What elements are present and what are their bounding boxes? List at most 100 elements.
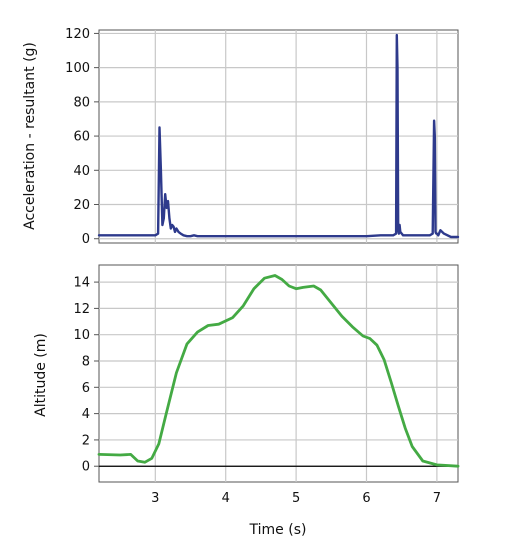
acceleration-data-point <box>440 229 442 231</box>
acceleration-data-point <box>402 235 404 237</box>
altitude-data-point <box>176 372 178 374</box>
acceleration-data-point <box>190 235 192 237</box>
altitude-data-point <box>436 464 438 466</box>
acceleration-data-point <box>169 217 171 219</box>
acceleration-data-point <box>167 200 169 202</box>
altitude-y-tick-label: 4 <box>82 407 90 422</box>
acceleration-data-point <box>164 193 166 195</box>
acceleration-data-point <box>163 217 165 219</box>
acceleration-y-tick-label: 0 <box>82 232 90 247</box>
altitude-data-point <box>158 443 160 445</box>
altitude-data-point <box>253 288 255 290</box>
acceleration-data-point <box>457 236 459 238</box>
acceleration-data-point <box>176 228 178 230</box>
acceleration-data-point <box>331 235 333 237</box>
acceleration-data-point <box>126 235 128 237</box>
acceleration-data-point <box>160 170 162 172</box>
acceleration-data-point <box>140 235 142 237</box>
altitude-data-point <box>137 460 139 462</box>
altitude-data-point <box>295 288 297 290</box>
altitude-y-tick-label: 6 <box>82 381 90 396</box>
altitude-y-tick-label: 12 <box>73 302 90 317</box>
acceleration-data-point <box>432 233 434 235</box>
acceleration-data-point <box>366 235 368 237</box>
acceleration-data-point <box>380 235 382 237</box>
altitude-data-point <box>376 344 378 346</box>
altitude-data-point <box>130 454 132 456</box>
altitude-data-point <box>264 277 266 279</box>
acceleration-data-point <box>392 235 394 237</box>
acceleration-data-point <box>433 120 435 122</box>
altitude-data-point <box>352 326 354 328</box>
altitude-y-tick-label: 8 <box>82 355 90 370</box>
x-tick-label: 7 <box>433 491 441 506</box>
acceleration-y-tick-label: 100 <box>65 61 90 76</box>
acceleration-data-point <box>450 236 452 238</box>
altitude-data-point <box>457 465 459 467</box>
altitude-data-point <box>288 285 290 287</box>
altitude-data-point <box>197 331 199 333</box>
altitude-data-point <box>320 289 322 291</box>
acceleration-data-point <box>166 207 168 209</box>
x-tick-label: 4 <box>222 491 230 506</box>
acceleration-data-point <box>397 229 399 231</box>
altitude-data-point <box>144 462 146 464</box>
altitude-data-point <box>341 316 343 318</box>
acceleration-data-point <box>295 235 297 237</box>
acceleration-data-point <box>112 235 114 237</box>
altitude-data-point <box>281 279 283 281</box>
altitude-data-point <box>119 454 121 456</box>
acceleration-y-tick-label: 80 <box>73 95 90 110</box>
altitude-data-point <box>232 317 234 319</box>
altitude-data-point <box>331 302 333 304</box>
acceleration-data-point <box>197 235 199 237</box>
acceleration-data-point <box>397 67 399 69</box>
acceleration-data-point <box>401 233 403 235</box>
acceleration-data-point <box>434 135 436 137</box>
x-tick-label: 5 <box>292 491 300 506</box>
acceleration-data-point <box>178 231 180 233</box>
altitude-data-point <box>151 458 153 460</box>
x-tick-label: 6 <box>362 491 370 506</box>
altitude-panel: Altitude (m) 3 4 5 6 7 0 2 4 6 8 10 12 14 <box>33 264 460 506</box>
acceleration-data-point <box>396 34 398 36</box>
altitude-series-line <box>97 274 460 468</box>
altitude-data-point <box>362 335 364 337</box>
acceleration-data-point <box>260 235 262 237</box>
altitude-data-point <box>302 287 304 289</box>
x-tick-label: 3 <box>151 491 159 506</box>
acceleration-data-point <box>174 231 176 233</box>
acceleration-data-point <box>415 235 417 237</box>
acceleration-data-point <box>186 235 188 237</box>
altitude-data-point <box>411 446 413 448</box>
altitude-data-point <box>383 359 385 361</box>
acceleration-panel: Acceleration - resultant (g) 0 20 40 60 80 10… <box>22 27 460 247</box>
acceleration-y-tick-label: 40 <box>73 164 90 179</box>
acceleration-y-tick-label: 60 <box>73 130 90 145</box>
altitude-data-point <box>397 405 399 407</box>
acceleration-data-point <box>170 228 172 230</box>
altitude-data-point <box>207 325 209 327</box>
time-x-axis-label: Time (s) <box>249 522 307 538</box>
acceleration-y-tick-label: 120 <box>65 27 90 42</box>
acceleration-data-point <box>395 233 397 235</box>
altitude-data-point <box>390 381 392 383</box>
altitude-data-point <box>243 305 245 307</box>
acceleration-data-point <box>157 233 159 235</box>
acceleration-data-point <box>155 235 157 237</box>
acceleration-data-point <box>183 235 185 237</box>
acceleration-data-point <box>443 233 445 235</box>
altitude-data-point <box>165 414 167 416</box>
acceleration-data-point <box>173 226 175 228</box>
altitude-y-tick-label: 10 <box>73 328 90 343</box>
acceleration-data-point <box>436 233 438 235</box>
acceleration-y-tick-label: 20 <box>73 198 90 213</box>
altitude-data-point <box>98 454 100 456</box>
acceleration-data-point <box>429 235 431 237</box>
altitude-data-point <box>404 427 406 429</box>
altitude-y-tick-label: 2 <box>82 433 90 448</box>
altitude-data-point <box>186 343 188 345</box>
acceleration-data-point <box>193 235 195 237</box>
altitude-y-axis-label: Altitude (m) <box>33 333 49 417</box>
